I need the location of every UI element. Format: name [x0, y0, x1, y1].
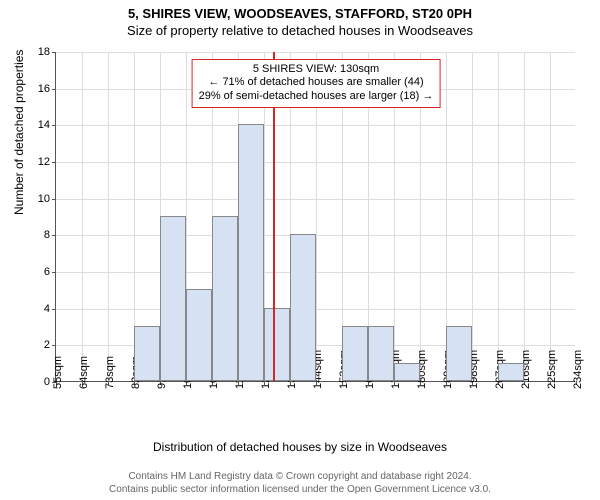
- grid-line-v: [108, 52, 109, 381]
- chart-subtitle: Size of property relative to detached ho…: [0, 21, 600, 42]
- grid-line-v: [498, 52, 499, 381]
- x-axis-label: Distribution of detached houses by size …: [0, 440, 600, 454]
- grid-line-v: [472, 52, 473, 381]
- ytick-label: 16: [38, 83, 56, 95]
- histogram-bar: [160, 216, 186, 381]
- xtick-label: 64sqm: [78, 356, 90, 389]
- ytick-label: 10: [38, 193, 56, 205]
- y-axis-label: Number of detached properties: [12, 50, 26, 215]
- grid-line-v: [82, 52, 83, 381]
- ytick-label: 6: [44, 266, 56, 278]
- xtick-label: 55sqm: [52, 356, 64, 389]
- annotation-line: 5 SHIRES VIEW: 130sqm: [199, 63, 434, 77]
- footer-line-1: Contains HM Land Registry data © Crown c…: [0, 471, 600, 484]
- chart-area: 02468101214161855sqm64sqm73sqm82sqm91sqm…: [55, 52, 575, 382]
- annotation-line: ← 71% of detached houses are smaller (44…: [199, 76, 434, 90]
- annotation-box: 5 SHIRES VIEW: 130sqm← 71% of detached h…: [192, 59, 441, 108]
- ytick-label: 12: [38, 156, 56, 168]
- histogram-bar: [368, 326, 394, 381]
- grid-line-v: [550, 52, 551, 381]
- xtick-label: 225sqm: [546, 350, 558, 389]
- xtick-label: 73sqm: [104, 356, 116, 389]
- ytick-label: 14: [38, 119, 56, 131]
- plot-region: 02468101214161855sqm64sqm73sqm82sqm91sqm…: [55, 52, 575, 382]
- histogram-bar: [134, 326, 160, 381]
- histogram-bar: [238, 124, 264, 381]
- ytick-label: 2: [44, 339, 56, 351]
- histogram-bar: [186, 289, 212, 381]
- footer-attribution: Contains HM Land Registry data © Crown c…: [0, 471, 600, 496]
- footer-line-2: Contains public sector information licen…: [0, 484, 600, 497]
- histogram-bar: [264, 308, 290, 381]
- ytick-label: 8: [44, 229, 56, 241]
- histogram-bar: [212, 216, 238, 381]
- histogram-bar: [342, 326, 368, 381]
- grid-line-v: [524, 52, 525, 381]
- xtick-label: 234sqm: [572, 350, 584, 389]
- histogram-bar: [446, 326, 472, 381]
- histogram-bar: [290, 234, 316, 381]
- chart-container: 5, SHIRES VIEW, WOODSEAVES, STAFFORD, ST…: [0, 0, 600, 500]
- ytick-label: 18: [38, 46, 56, 58]
- annotation-line: 29% of semi-detached houses are larger (…: [199, 90, 434, 104]
- histogram-bar: [394, 363, 420, 381]
- chart-title: 5, SHIRES VIEW, WOODSEAVES, STAFFORD, ST…: [0, 0, 600, 21]
- histogram-bar: [498, 363, 524, 381]
- ytick-label: 4: [44, 303, 56, 315]
